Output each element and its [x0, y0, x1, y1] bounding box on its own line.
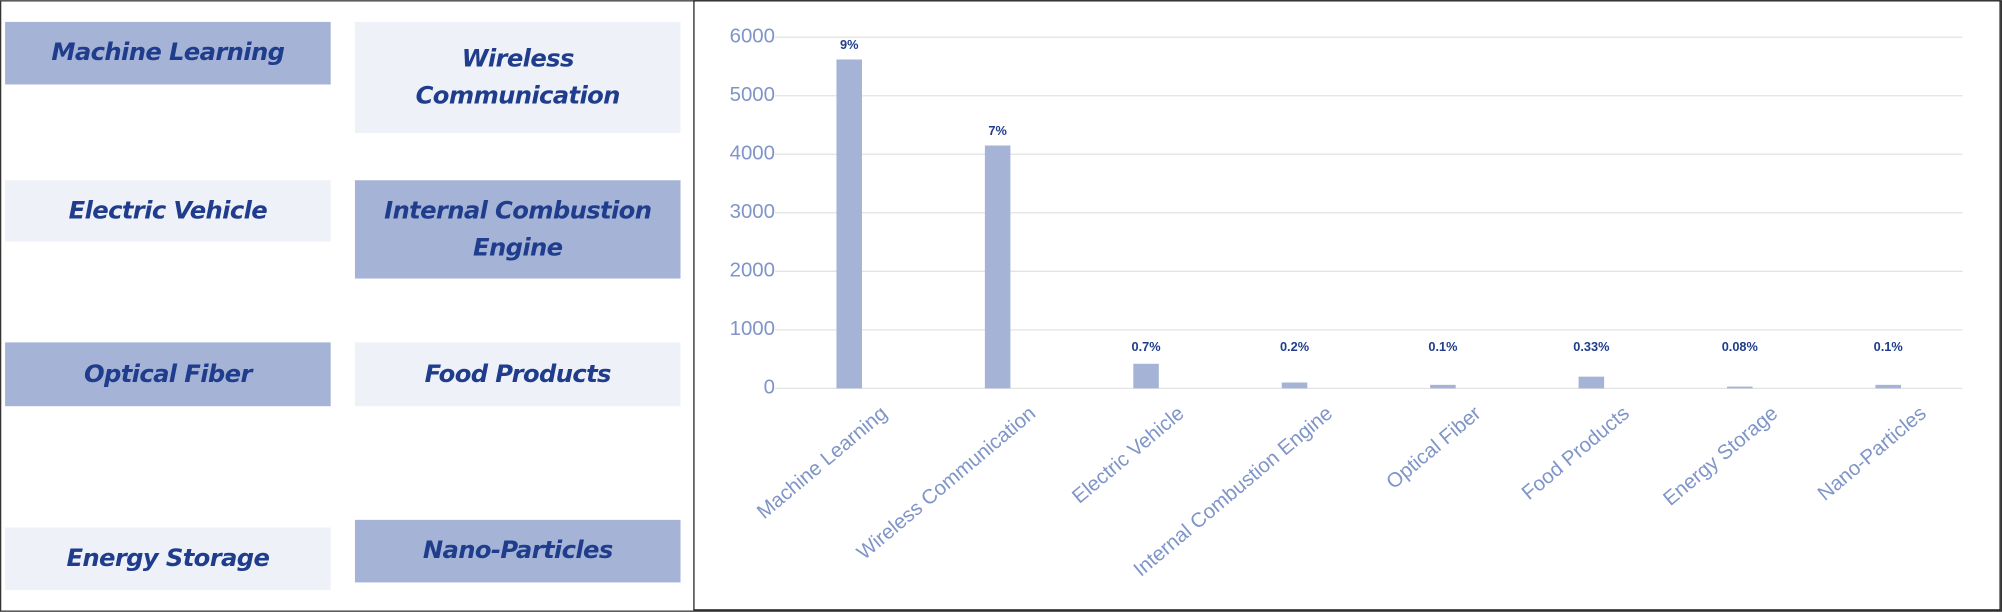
- tile-bg: [5, 180, 331, 242]
- y-tick-label: 2000: [730, 260, 775, 282]
- tile-label: Optical Fiber: [83, 359, 252, 389]
- bar: [1281, 382, 1308, 389]
- data-label: 7%: [988, 123, 1006, 138]
- data-label: 0.08%: [1722, 339, 1758, 354]
- tile: Energy Storage: [66, 544, 270, 573]
- tile-bg: [5, 527, 331, 591]
- y-tick-label: 0: [764, 377, 775, 399]
- data-label: 0.1%: [1428, 339, 1457, 354]
- bar: [1727, 386, 1753, 389]
- tile: Wireless Communication: [415, 44, 621, 110]
- data-label: 0.1%: [1874, 339, 1903, 354]
- tile: Optical Fiber: [83, 359, 252, 389]
- tile-bg: [354, 21, 681, 133]
- tile-label: Energy Storage: [66, 544, 270, 573]
- data-label: 0.33%: [1573, 339, 1609, 354]
- chart-frame: [693, 0, 2001, 611]
- tile-label: Food Products: [424, 359, 612, 389]
- tile-bg: [354, 519, 681, 583]
- bar: [836, 59, 862, 389]
- bar: [1133, 363, 1159, 389]
- tile-label: Internal Combustion Engine: [384, 196, 652, 262]
- tile: Food Products: [424, 359, 612, 389]
- y-tick-label: 1000: [730, 318, 775, 340]
- y-tick-label: 3000: [730, 201, 775, 223]
- tile: Internal Combustion Engine: [384, 196, 652, 262]
- tile-bg: [5, 21, 331, 85]
- data-label: 0.2%: [1280, 339, 1309, 354]
- tile-bg: [354, 342, 681, 407]
- data-label: 0.7%: [1132, 339, 1161, 354]
- tile-label: Nano-Particles: [422, 536, 613, 565]
- tile: Machine Learning: [51, 38, 285, 67]
- bar: [1875, 384, 1901, 389]
- tile: Nano-Particles: [422, 536, 613, 565]
- tile-bg: [354, 180, 681, 279]
- data-label: 9%: [840, 37, 858, 52]
- tile-label: Electric Vehicle: [68, 196, 268, 225]
- y-tick-label: 4000: [730, 143, 775, 165]
- y-tick-label: 6000: [730, 26, 775, 48]
- bar: [1578, 376, 1605, 389]
- tile-label: Machine Learning: [51, 38, 285, 67]
- bar: [984, 145, 1011, 389]
- bar: [1430, 384, 1456, 389]
- tile: Electric Vehicle: [68, 196, 268, 225]
- y-tick-label: 5000: [730, 84, 775, 106]
- tile-label: Wireless Communication: [415, 44, 621, 110]
- tile-bg: [5, 342, 331, 407]
